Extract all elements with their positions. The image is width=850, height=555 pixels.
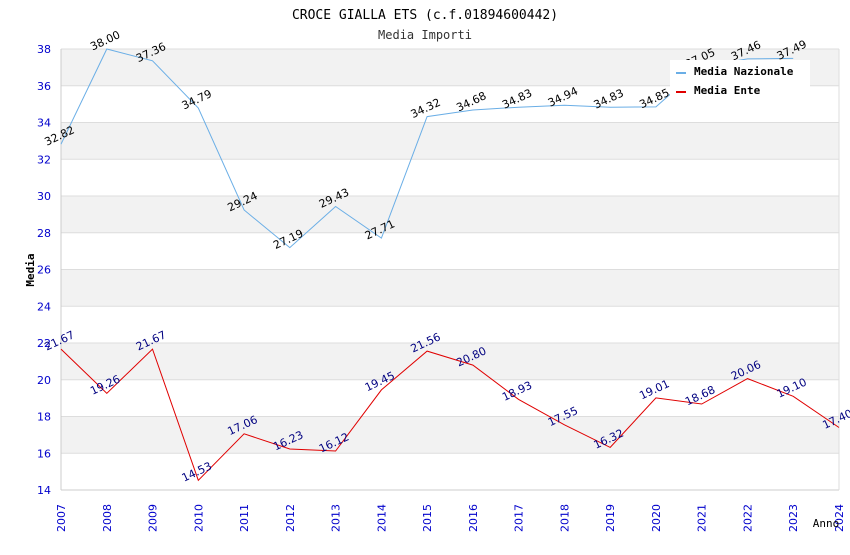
grid-band bbox=[61, 122, 839, 160]
legend: Media Nazionale Media Ente bbox=[670, 60, 810, 102]
chart-subtitle: Media Importi bbox=[378, 28, 472, 42]
y-tick-label: 24 bbox=[37, 300, 51, 313]
grid-band bbox=[61, 196, 839, 233]
y-tick-label: 26 bbox=[37, 264, 51, 277]
grid-band bbox=[61, 343, 839, 380]
x-tick-label: 2014 bbox=[375, 504, 388, 532]
grid-band bbox=[61, 416, 839, 454]
series-line-media-ente bbox=[60, 348, 840, 482]
x-tick-label: 2008 bbox=[101, 504, 114, 532]
x-tick-label: 2013 bbox=[330, 504, 343, 532]
legend-label-media-ente: Media Ente bbox=[694, 84, 761, 97]
x-tick-label: 2017 bbox=[513, 504, 526, 532]
x-tick-label: 2018 bbox=[558, 504, 571, 532]
x-tick-label: 2024 bbox=[833, 504, 846, 532]
y-tick-label: 32 bbox=[37, 153, 51, 166]
y-tick-label: 34 bbox=[37, 117, 51, 130]
y-tick-label: 16 bbox=[37, 447, 51, 460]
x-tick-label: 2016 bbox=[467, 504, 480, 532]
x-tick-label: 2021 bbox=[696, 504, 709, 532]
x-tick-label: 2012 bbox=[284, 504, 297, 532]
grid-band bbox=[61, 269, 839, 307]
legend-box bbox=[670, 60, 810, 102]
y-tick-label: 30 bbox=[37, 190, 51, 203]
x-tick-label: 2007 bbox=[55, 504, 68, 532]
x-tick-label: 2015 bbox=[421, 504, 434, 532]
chart-title: CROCE GIALLA ETS (c.f.01894600442) bbox=[292, 8, 558, 23]
y-axis-label: Media bbox=[24, 253, 37, 286]
x-tick-label: 2011 bbox=[238, 504, 251, 532]
x-tick-label: 2010 bbox=[192, 504, 205, 532]
x-axis-ticks: 2007 2008 2009 2010 2011 2012 2013 2014 2015 2016… bbox=[55, 504, 846, 532]
grid-lines bbox=[60, 48, 840, 491]
x-axis-label: Anno bbox=[813, 517, 840, 530]
y-tick-label: 28 bbox=[37, 227, 51, 240]
y-axis-ticks: 14 16 18 20 22 24 26 28 30 32 34 36 38 bbox=[37, 43, 51, 497]
x-tick-label: 2020 bbox=[650, 504, 663, 532]
x-tick-label: 2022 bbox=[741, 504, 754, 532]
legend-label-media-nazionale: Media Nazionale bbox=[694, 65, 794, 78]
x-tick-label: 2019 bbox=[604, 504, 617, 532]
x-tick-label: 2023 bbox=[787, 504, 800, 532]
x-tick-label: 2009 bbox=[147, 504, 160, 532]
y-tick-label: 22 bbox=[37, 337, 51, 350]
y-tick-label: 20 bbox=[37, 374, 51, 387]
y-tick-label: 36 bbox=[37, 80, 51, 93]
y-tick-label: 18 bbox=[37, 411, 51, 424]
y-tick-label: 14 bbox=[37, 484, 51, 497]
y-tick-label: 38 bbox=[37, 43, 51, 56]
